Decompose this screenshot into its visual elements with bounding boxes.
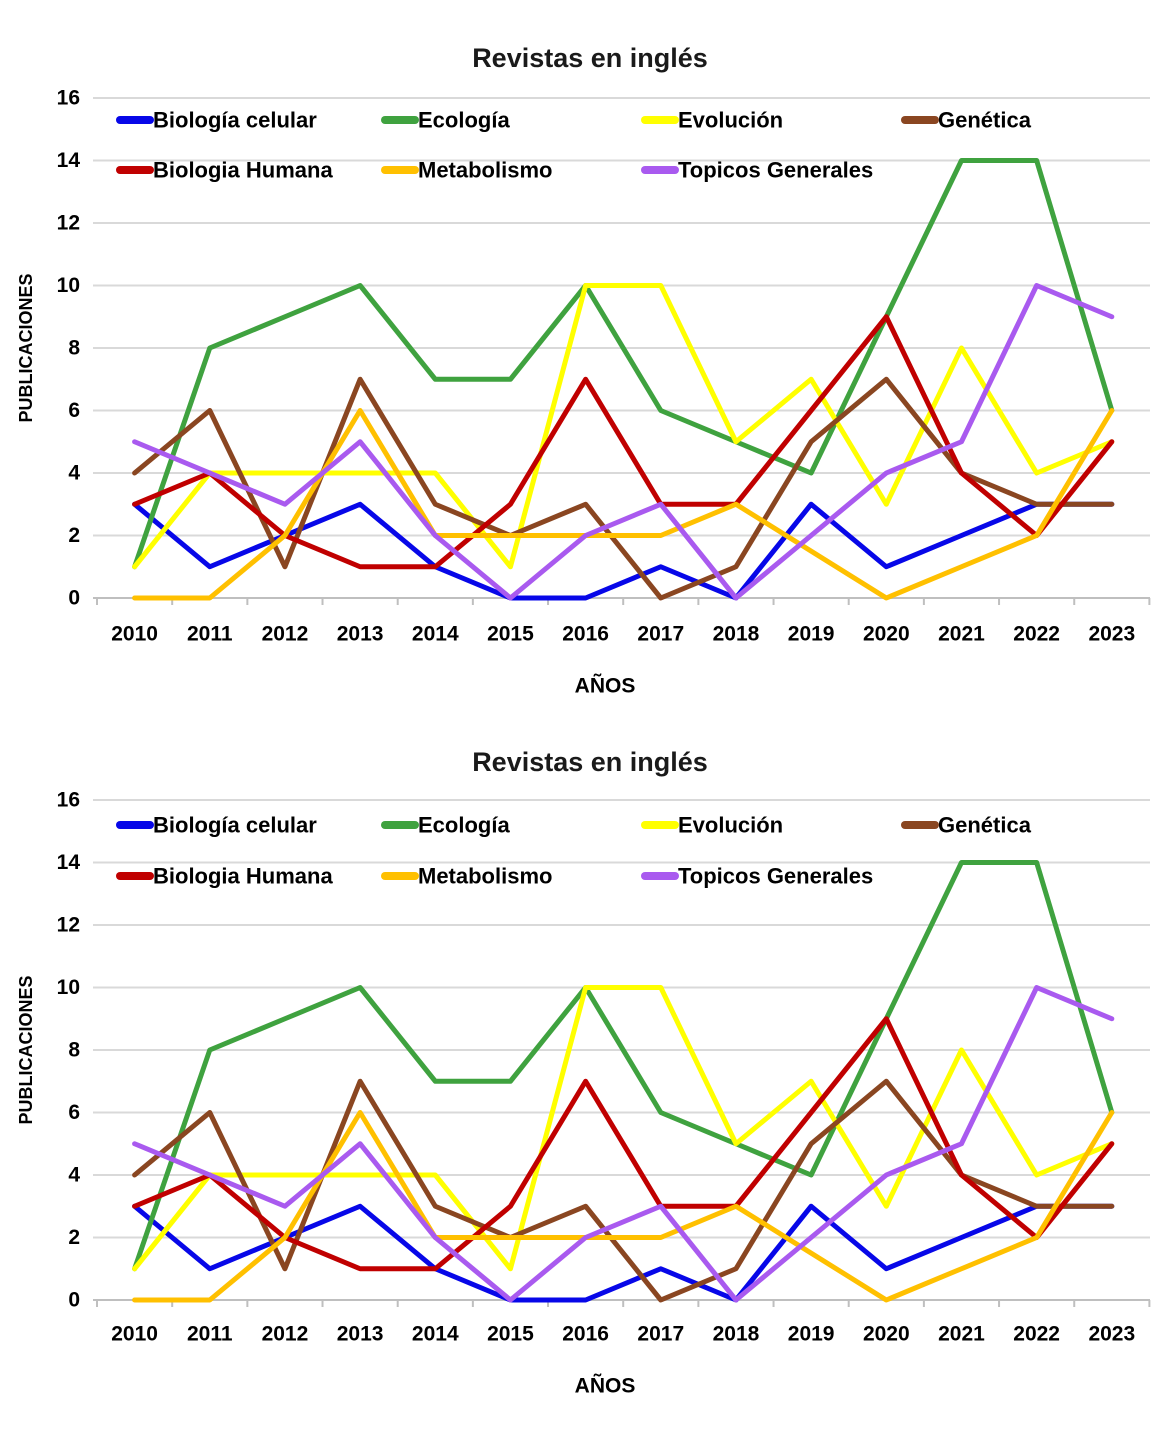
y-tick-label: 10: [57, 274, 80, 297]
series-line-2: [132, 158, 1115, 570]
legend-label: Topicos Generales: [678, 158, 873, 183]
legend-label: Topicos Generales: [678, 864, 873, 889]
legend-item: Metabolismo: [381, 864, 552, 889]
x-axis-title: AÑOS: [575, 675, 636, 698]
y-tick-label: 2: [68, 524, 80, 547]
legend-label: Biologia Humana: [153, 864, 333, 889]
x-tick-label: 2018: [713, 1323, 760, 1346]
chart-1: 0 2 4 6 8 10 12 14 16 Revistas en inglés PUBLICACI…: [16, 43, 1151, 698]
y-tick-label: 4: [68, 1164, 80, 1187]
legend-item: Evolución: [641, 813, 783, 838]
x-tick-label: 2011: [187, 623, 233, 646]
line-chart-svg: 0 2 4 6 8 10 12 14 16 Revistas en inglés PUBLICACI…: [16, 43, 1151, 698]
legend-item: Biología celular: [116, 108, 317, 133]
legend-item: Genética: [901, 813, 1032, 838]
legend-label: Biología celular: [153, 108, 317, 133]
x-tick-label: 2017: [637, 1323, 684, 1346]
y-tick-label: 12: [57, 212, 80, 235]
x-tick-label: 2014: [412, 623, 459, 646]
legend-item: Metabolismo: [381, 158, 552, 183]
x-tick-label: 2012: [262, 623, 309, 646]
legend-item: Biología celular: [116, 813, 317, 838]
x-tick-label: 2020: [863, 623, 910, 646]
x-tick-label: 2021: [938, 623, 985, 646]
x-tick-label: 2014: [412, 1323, 459, 1346]
x-tick-label: 2022: [1013, 623, 1060, 646]
x-tick-label: 2013: [337, 623, 384, 646]
x-tick-label: 2023: [1088, 1323, 1135, 1346]
series-line-7: [132, 283, 1115, 601]
series-line-2: [132, 860, 1115, 1272]
legend-label: Evolución: [678, 813, 783, 838]
x-tick-label: 2017: [637, 623, 684, 646]
legend-label: Ecología: [418, 108, 510, 133]
y-tick-label: 12: [57, 914, 80, 937]
y-tick-label: 14: [57, 851, 81, 874]
series-line-4: [132, 1078, 1115, 1303]
y-tick-label: 10: [57, 976, 80, 999]
x-tick-label: 2020: [863, 1323, 910, 1346]
chart-title: Revistas en inglés: [472, 43, 708, 73]
x-tick-label: 2011: [187, 1323, 233, 1346]
x-axis-title: AÑOS: [575, 1375, 636, 1398]
y-tick-label: 6: [68, 1101, 80, 1124]
chart-2: 0 2 4 6 8 10 12 14 16 Revistas en inglés PUBLICACI…: [0, 724, 1171, 1448]
x-tick-label: 2019: [788, 623, 835, 646]
y-tick-label: 8: [68, 337, 80, 360]
legend-item: Evolución: [641, 108, 783, 133]
legend-label: Metabolismo: [418, 158, 552, 183]
legend-item: Genética: [901, 108, 1032, 133]
x-tick-label: 2023: [1088, 623, 1135, 646]
x-tick-label: 2013: [337, 1323, 384, 1346]
x-tick-label: 2012: [262, 1323, 309, 1346]
x-tick-label: 2022: [1013, 1323, 1060, 1346]
series-line-3: [132, 283, 1115, 570]
series-line-6: [132, 1110, 1115, 1303]
x-tick-label: 2015: [487, 623, 534, 646]
chart-title: Revistas en inglés: [472, 747, 708, 777]
legend-item: Ecología: [381, 813, 510, 838]
x-tick-label: 2019: [788, 1323, 835, 1346]
legend-item: Ecología: [381, 108, 510, 133]
legend-item: Topicos Generales: [641, 864, 873, 889]
y-tick-label: 2: [68, 1226, 80, 1249]
legend-label: Genética: [938, 108, 1032, 133]
x-tick-label: 2010: [111, 1323, 158, 1346]
x-tick-label: 2016: [562, 1323, 609, 1346]
y-tick-label: 14: [57, 149, 81, 172]
legend-item: Biologia Humana: [116, 158, 333, 183]
y-tick-label: 8: [68, 1039, 80, 1062]
y-axis-title: PUBLICACIONES: [16, 273, 36, 422]
x-tick-label: 2021: [938, 1323, 985, 1346]
legend-item: Biologia Humana: [116, 864, 333, 889]
y-tick-label: 16: [57, 789, 80, 812]
y-tick-label: 4: [68, 462, 80, 485]
x-tick-label: 2015: [487, 1323, 534, 1346]
series-line-4: [132, 376, 1115, 601]
legend-label: Genética: [938, 813, 1032, 838]
series-line-7: [132, 985, 1115, 1303]
y-axis-title: PUBLICACIONES: [16, 975, 36, 1124]
x-tick-label: 2010: [111, 623, 158, 646]
legend-label: Biologia Humana: [153, 158, 333, 183]
legend-label: Ecología: [418, 813, 510, 838]
x-tick-label: 2018: [713, 623, 760, 646]
legend-item: Topicos Generales: [641, 158, 873, 183]
legend-label: Metabolismo: [418, 864, 552, 889]
line-chart-svg: 0 2 4 6 8 10 12 14 16 Revistas en inglés PUBLICACI…: [16, 747, 1151, 1398]
y-tick-label: 6: [68, 399, 80, 422]
y-tick-label: 0: [68, 1289, 80, 1312]
series-line-3: [132, 985, 1115, 1272]
y-tick-label: 16: [57, 87, 80, 110]
legend-label: Biología celular: [153, 813, 317, 838]
legend-label: Evolución: [678, 108, 783, 133]
x-tick-label: 2016: [562, 623, 609, 646]
y-tick-label: 0: [68, 587, 80, 610]
series-line-6: [132, 408, 1115, 601]
